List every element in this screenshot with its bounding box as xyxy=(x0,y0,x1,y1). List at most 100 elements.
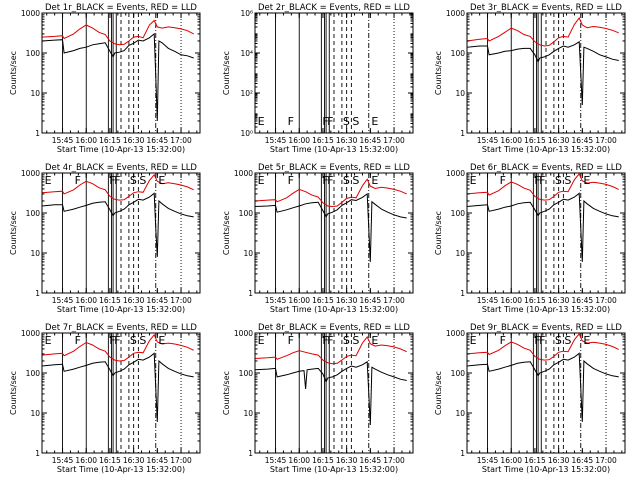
annotation-label: S xyxy=(352,115,359,128)
series-events xyxy=(467,40,619,106)
x-tick-label: 16:00 xyxy=(288,136,310,145)
series-events xyxy=(42,32,194,122)
y-tick-label: 100 xyxy=(451,369,466,378)
annotation-label: E xyxy=(158,174,165,187)
x-tick-label: 16:15 xyxy=(312,456,334,465)
annotation-label: F xyxy=(288,115,294,128)
y-tick-label: 10 xyxy=(455,409,465,418)
y-tick-label: 1000 xyxy=(446,9,465,18)
x-axis-label: Start Time (10-Apr-13 15:32:00) xyxy=(270,305,398,314)
y-tick-label: 1000 xyxy=(234,329,253,338)
x-tick-label: 16:00 xyxy=(75,456,97,465)
y-axis-label: Counts/sec xyxy=(222,211,231,255)
x-tick-label: 16:30 xyxy=(548,136,570,145)
annotation-label: E xyxy=(258,174,265,187)
annotation-label: F xyxy=(109,334,115,347)
series-lld xyxy=(467,17,619,47)
panel-2: Det 2r_BLACK = Events, RED = LLD 10⁰ 10² 10… xyxy=(222,3,414,154)
plot-frame xyxy=(41,12,201,134)
x-tick-label: 17:00 xyxy=(170,296,192,305)
y-tick-label: 1000 xyxy=(21,169,40,178)
series-events xyxy=(255,360,407,426)
y-tick-label: 1000 xyxy=(234,169,253,178)
y-tick-label: 1 xyxy=(460,449,465,458)
annotation-label: F xyxy=(75,334,81,347)
y-tick-label: 10⁰ xyxy=(240,129,253,138)
x-tick-label: 16:15 xyxy=(524,456,546,465)
x-tick-label: 15:45 xyxy=(52,136,74,145)
annotation-label: F xyxy=(322,115,328,128)
x-axis-label: Start Time (10-Apr-13 15:32:00) xyxy=(270,145,398,154)
x-tick-label: 15:45 xyxy=(52,296,74,305)
x-tick-label: 16:45 xyxy=(147,296,169,305)
x-tick-label: 16:45 xyxy=(572,136,594,145)
annotation-label: S xyxy=(343,174,350,187)
y-tick-label: 10⁴ xyxy=(240,49,253,58)
y-tick-label: 10 xyxy=(30,409,40,418)
x-tick-label: 16:30 xyxy=(123,456,145,465)
y-tick-label: 1000 xyxy=(446,169,465,178)
panel-9: Det 9r_BLACK = Events, RED = LLD 1 10 100 10… xyxy=(434,323,626,474)
x-tick-label: 16:45 xyxy=(572,296,594,305)
plot-frame xyxy=(41,172,201,294)
annotation-label: F xyxy=(322,174,328,187)
x-tick-label: 16:00 xyxy=(288,456,310,465)
x-tick-label: 17:00 xyxy=(383,456,405,465)
panel-title: Det 8r_BLACK = Events, RED = LLD xyxy=(258,323,410,333)
panel-title: Det 9r_BLACK = Events, RED = LLD xyxy=(470,323,622,333)
annotation-label: E xyxy=(371,334,378,347)
x-tick-label: 16:15 xyxy=(99,456,121,465)
y-tick-label: 1 xyxy=(460,129,465,138)
annotation-label: S xyxy=(555,174,562,187)
x-tick-label: 16:15 xyxy=(524,136,546,145)
x-tick-label: 17:00 xyxy=(170,136,192,145)
y-axis-label: Counts/sec xyxy=(9,51,18,95)
y-tick-label: 10⁶ xyxy=(240,9,253,18)
y-tick-label: 100 xyxy=(451,49,466,58)
panel-1: Det 1r_BLACK = Events, RED = LLD 1 10 100 10… xyxy=(9,3,201,154)
annotation-label: E xyxy=(45,334,52,347)
y-tick-label: 10 xyxy=(455,249,465,258)
x-axis-label: Start Time (10-Apr-13 15:32:00) xyxy=(482,145,610,154)
x-tick-label: 15:45 xyxy=(477,456,499,465)
x-tick-label: 15:45 xyxy=(265,136,287,145)
x-tick-label: 15:45 xyxy=(477,136,499,145)
x-tick-label: 16:30 xyxy=(336,136,358,145)
x-tick-label: 16:00 xyxy=(75,136,97,145)
y-axis-label: Counts/sec xyxy=(222,371,231,415)
x-axis-label: Start Time (10-Apr-13 15:32:00) xyxy=(482,305,610,314)
y-tick-label: 100 xyxy=(239,209,254,218)
annotation-label: S xyxy=(130,334,137,347)
annotation-label: E xyxy=(258,115,265,128)
panel-title: Det 7r_BLACK = Events, RED = LLD xyxy=(45,323,197,333)
x-tick-label: 15:45 xyxy=(265,296,287,305)
y-tick-label: 10 xyxy=(30,249,40,258)
annotation-label: F xyxy=(327,115,333,128)
annotation-label: F xyxy=(327,334,333,347)
y-tick-label: 100 xyxy=(26,369,41,378)
plot-frame xyxy=(254,172,414,294)
y-tick-label: 100 xyxy=(26,209,41,218)
annotation-label: F xyxy=(500,334,506,347)
x-tick-label: 17:00 xyxy=(170,456,192,465)
x-axis-label: Start Time (10-Apr-13 15:32:00) xyxy=(270,465,398,474)
annotation-label: E xyxy=(258,334,265,347)
panel-title: Det 2r_BLACK = Events, RED = LLD xyxy=(258,3,410,13)
series-lld xyxy=(42,173,194,201)
annotation-label: S xyxy=(564,174,571,187)
x-axis-label: Start Time (10-Apr-13 15:32:00) xyxy=(57,145,185,154)
y-tick-label: 1000 xyxy=(21,329,40,338)
x-tick-label: 16:30 xyxy=(548,296,570,305)
annotation-label: S xyxy=(343,115,350,128)
x-tick-label: 16:30 xyxy=(336,456,358,465)
y-tick-label: 10 xyxy=(30,89,40,98)
annotation-label: E xyxy=(371,115,378,128)
y-tick-label: 1000 xyxy=(21,9,40,18)
series-events xyxy=(42,192,194,257)
annotation-label: S xyxy=(564,334,571,347)
annotation-label: E xyxy=(583,174,590,187)
annotation-label: E xyxy=(470,174,477,187)
panel-4: Det 4r_BLACK = Events, RED = LLD 1 10 100 10… xyxy=(9,163,201,314)
x-axis-label: Start Time (10-Apr-13 15:32:00) xyxy=(482,465,610,474)
x-tick-label: 16:15 xyxy=(312,136,334,145)
